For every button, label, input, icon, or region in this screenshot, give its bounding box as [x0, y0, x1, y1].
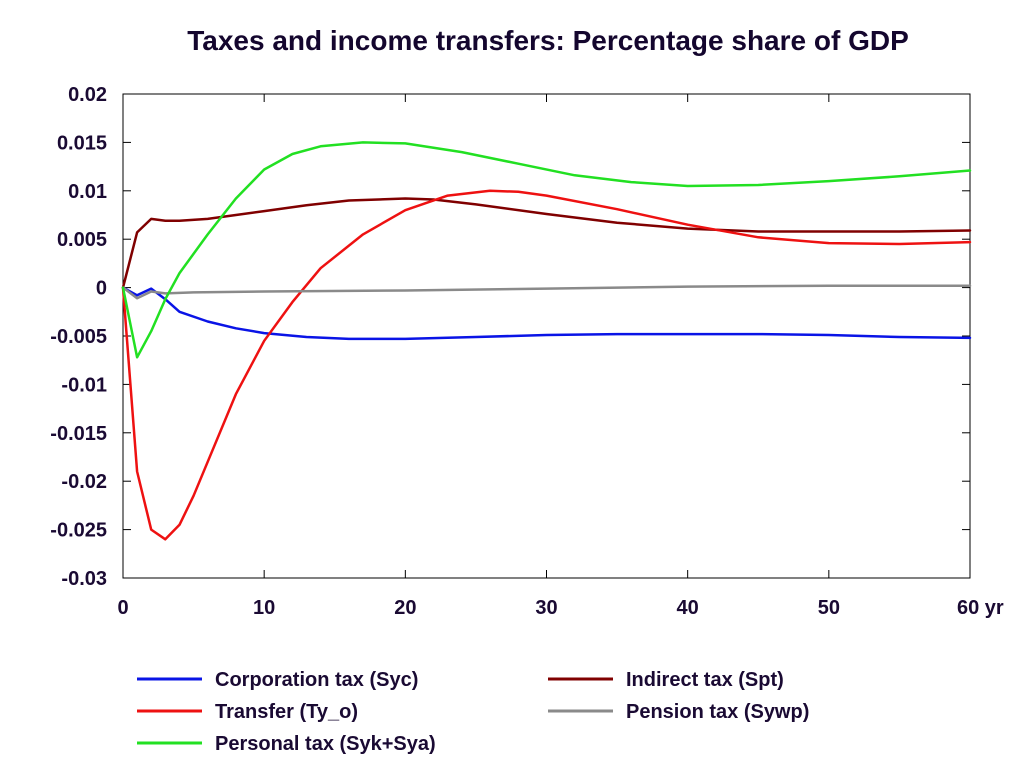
legend-label: Pension tax (Sywp)	[626, 701, 809, 723]
x-tick-label: 10	[253, 597, 275, 619]
y-tick-label: -0.02	[61, 471, 107, 493]
series-line-3	[121, 284, 972, 300]
chart-title: Taxes and income transfers: Percentage s…	[187, 25, 909, 56]
x-tick-label: 40	[677, 597, 699, 619]
x-tick-label: 50	[818, 597, 840, 619]
y-tick-label: -0.015	[50, 423, 107, 445]
series-group	[121, 141, 972, 541]
y-tick-label: -0.025	[50, 520, 107, 542]
y-tick-label: -0.03	[61, 568, 107, 590]
legend: Corporation tax (Syc) Indirect tax (Spt) T…	[137, 669, 809, 755]
y-tick-label: 0.005	[57, 229, 107, 251]
x-tick-label: 60 yr	[957, 597, 1004, 619]
legend-label: Corporation tax (Syc)	[215, 669, 418, 691]
x-tick-label: 20	[394, 597, 416, 619]
x-tick-label: 0	[117, 597, 128, 619]
y-tick-label: 0.02	[68, 84, 107, 106]
y-tick-label: 0.01	[68, 181, 107, 203]
legend-label: Indirect tax (Spt)	[626, 669, 784, 691]
series-line-1	[121, 197, 972, 289]
y-tick-label: 0	[96, 278, 107, 300]
y-tick-label: 0.015	[57, 132, 107, 154]
x-tick-label: 30	[535, 597, 557, 619]
x-axis: 0 10 20 30 40 50 60 yr	[117, 94, 1004, 619]
series-line-4	[121, 141, 972, 359]
legend-label: Transfer (Ty_o)	[215, 701, 358, 723]
y-tick-label: -0.01	[61, 374, 107, 396]
legend-label: Personal tax (Syk+Sya)	[215, 733, 436, 755]
series-line-2	[121, 189, 972, 541]
y-tick-label: -0.005	[50, 326, 107, 348]
series-line-0	[121, 286, 972, 341]
